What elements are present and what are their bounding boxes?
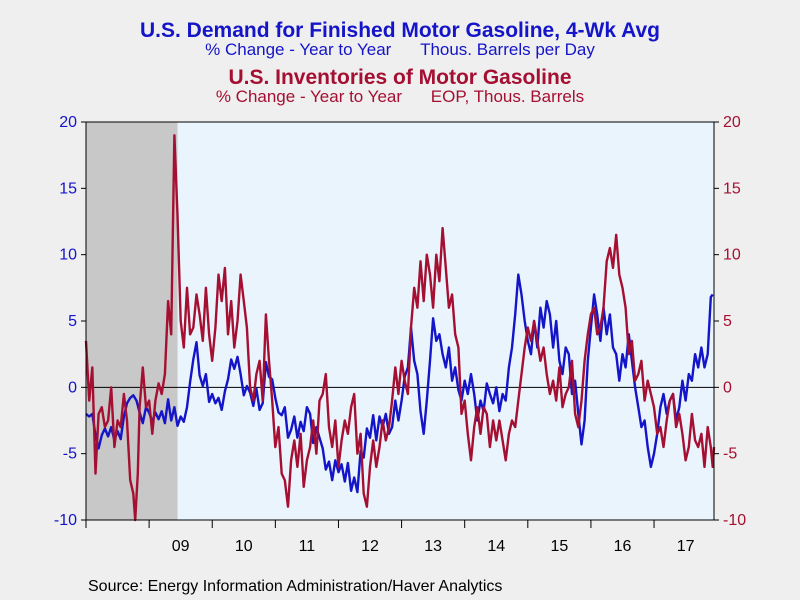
right-tick-label: 5: [723, 313, 732, 330]
left-tick-label: 20: [59, 114, 77, 131]
x-tick-label: 15: [550, 538, 568, 555]
x-tick-label: 12: [361, 538, 379, 555]
inventories-subtitle-right: EOP, Thous. Barrels: [430, 87, 585, 106]
right-tick-label: 15: [723, 180, 741, 197]
demand-subtitle-left: % Change - Year to Year: [205, 40, 392, 59]
demand-subtitle: % Change - Year to Year Thous. Barrels p…: [0, 41, 800, 58]
series-line-inventories: [84, 134, 716, 522]
right-tick-label: 10: [723, 247, 741, 264]
demand-title: U.S. Demand for Finished Motor Gasoline,…: [140, 19, 660, 42]
right-tick-label: -5: [723, 446, 737, 463]
series-line-demand: [85, 273, 714, 494]
x-tick-label: 09: [172, 538, 190, 555]
x-tick-label: 14: [487, 538, 505, 555]
inventories-subtitle-left: % Change - Year to Year: [215, 87, 403, 106]
left-tick-label: -10: [54, 512, 77, 529]
x-tick-label: 16: [614, 538, 632, 555]
source-note: Source: Energy Information Administratio…: [88, 578, 503, 595]
recession-shade: [86, 122, 178, 520]
right-tick-label: -10: [723, 512, 746, 529]
right-tick-label: 0: [723, 379, 732, 396]
left-tick-label: 10: [59, 247, 77, 264]
left-tick-label: 15: [59, 180, 77, 197]
demand-subtitle-right: Thous. Barrels per Day: [420, 40, 595, 59]
x-tick-label: 10: [235, 538, 253, 555]
x-tick-label: 17: [677, 538, 695, 555]
left-tick-label: 0: [68, 379, 77, 396]
right-tick-label: 20: [723, 114, 741, 131]
inventories-subtitle: % Change - Year to Year EOP, Thous. Barr…: [0, 88, 800, 105]
left-tick-label: 5: [68, 313, 77, 330]
x-tick-label: 13: [424, 538, 442, 555]
x-tick-label: 11: [299, 538, 316, 555]
inventories-title: U.S. Inventories of Motor Gasoline: [228, 66, 572, 89]
left-tick-label: -5: [63, 446, 77, 463]
